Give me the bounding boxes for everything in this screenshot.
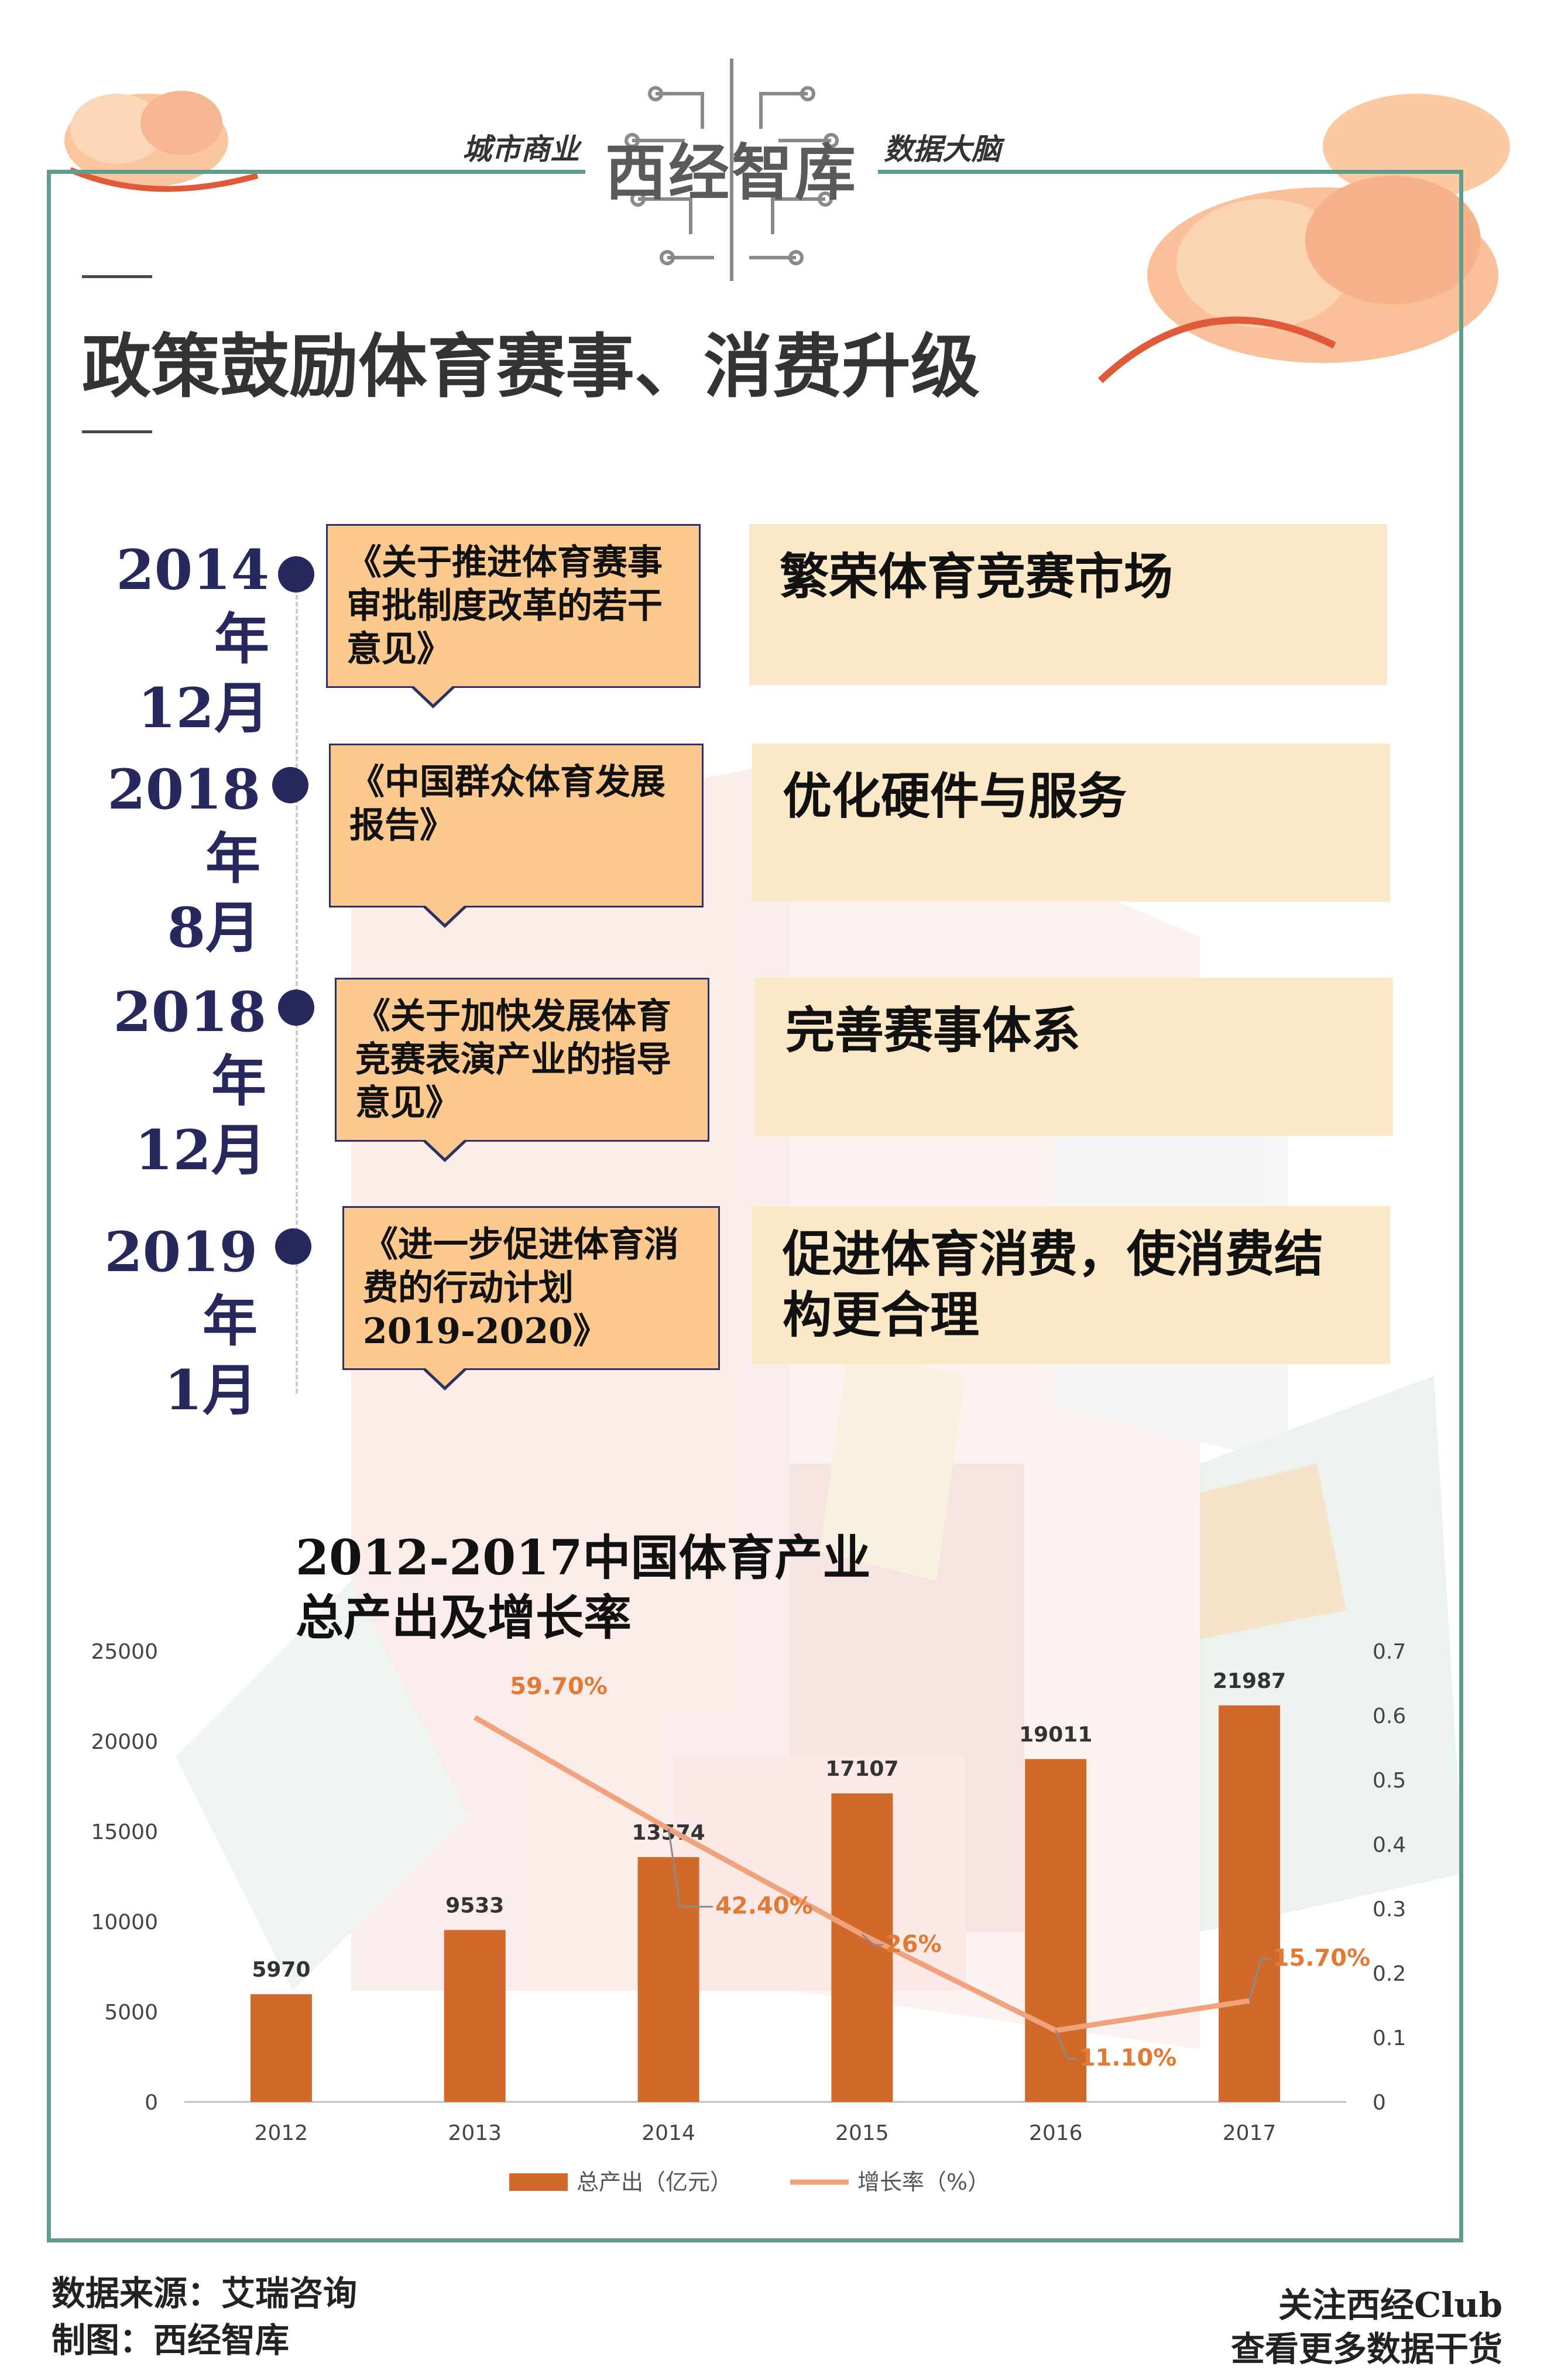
chart-canvas: 0 5000 10000 15000 20000 25000 0 0.1 0.2 0.3 0.4 0.…	[91, 1640, 1406, 2195]
x-tick-label: 2017	[1223, 2121, 1277, 2145]
growth-label-leader	[861, 1933, 883, 1946]
policy-document: 《关于推进体育赛事 审批制度改革的若干 意见》	[326, 524, 701, 688]
policy-document: 《中国群众体育发展 报告》	[329, 744, 704, 908]
y-left-tick-label: 0	[145, 2091, 158, 2115]
page-title: 政策鼓励体育赛事、消费升级	[82, 326, 980, 407]
bar	[637, 1857, 699, 2102]
y-left-tick-label: 5000	[104, 2001, 158, 2025]
growth-value-label: 15.70%	[1273, 1944, 1371, 1971]
bar	[1025, 1759, 1087, 2102]
policy-goal: 优化硬件与服务	[752, 744, 1390, 902]
y-right-tick-label: 0.2	[1373, 1962, 1406, 1986]
circuit-brain-icon	[625, 59, 839, 281]
policy-document: 《进一步促进体育消 费的行动计划 2019-2020》	[342, 1206, 720, 1370]
x-tick-label: 2016	[1029, 2121, 1083, 2145]
timeline-date: 2018年 8月	[107, 758, 260, 960]
growth-value-label: 26%	[886, 1931, 942, 1958]
policy-pointer-fill	[424, 905, 465, 924]
y-right-tick-label: 0.5	[1373, 1769, 1406, 1793]
chart-credit: 制图：西经智库	[52, 2320, 290, 2360]
brand-title: 西经智库	[605, 136, 858, 208]
bar	[831, 1793, 893, 2102]
growth-label-leader	[1055, 2030, 1077, 2060]
growth-label-leader	[667, 1828, 713, 1908]
x-tick-label: 2014	[641, 2121, 695, 2145]
policy-goal: 完善赛事体系	[755, 978, 1393, 1136]
chart-title: 2012-2017中国体育产业 总产出及增长率	[296, 1530, 871, 1646]
brand-tag-right: 数据大脑	[884, 132, 1001, 166]
y-left-tick-label: 20000	[91, 1730, 158, 1754]
growth-label-leader	[1248, 1957, 1271, 2001]
growth-value-label: 59.70%	[510, 1673, 608, 1700]
timeline-dot	[275, 1228, 311, 1265]
y-right-tick-label: 0.7	[1373, 1640, 1406, 1664]
growth-value-label: 11.10%	[1079, 2045, 1177, 2071]
y-left-tick-label: 10000	[91, 1910, 158, 1934]
bar-value-label: 19011	[1019, 1722, 1092, 1747]
y-left-tick-label: 25000	[91, 1640, 158, 1664]
policy-goal: 繁荣体育竞赛市场	[749, 524, 1387, 685]
growth-value-label: 42.40%	[715, 1893, 813, 1920]
y-right-tick-label: 0.6	[1373, 1704, 1406, 1728]
y-left-tick-label: 15000	[91, 1820, 158, 1844]
brand-tag-left: 城市商业	[462, 132, 579, 166]
x-tick-label: 2013	[448, 2121, 502, 2145]
timeline-dot	[278, 556, 314, 593]
timeline-axis	[296, 574, 298, 1393]
x-tick-label: 2015	[835, 2121, 889, 2145]
x-tick-label: 2012	[255, 2121, 308, 2145]
policy-pointer-fill	[424, 1367, 465, 1386]
bar-value-label: 5970	[252, 1958, 310, 1982]
cloud-right-decoration	[1097, 94, 1510, 383]
policy-pointer-fill	[424, 1139, 465, 1158]
y-right-tick-label: 0.3	[1373, 1898, 1406, 1922]
bar	[250, 1994, 312, 2102]
y-right-tick-label: 0.4	[1373, 1833, 1406, 1857]
bar-value-label: 17107	[825, 1757, 898, 1781]
y-right-tick-label: 0.1	[1373, 2026, 1406, 2050]
follow-line-1: 关注西经Club	[1278, 2285, 1502, 2325]
brand-emblem	[585, 47, 878, 293]
policy-goal: 促进体育消费，使消费结 构更合理	[752, 1206, 1390, 1364]
policy-pointer-fill	[413, 685, 454, 704]
bar-value-label: 21987	[1213, 1669, 1286, 1693]
y-right-tick-label: 0	[1373, 2091, 1386, 2115]
legend-label-growth: 增长率（%）	[857, 2169, 990, 2195]
timeline-date: 2018年 12月	[113, 980, 266, 1183]
legend-label-output: 总产出（亿元）	[577, 2169, 732, 2195]
title-rule-bottom	[82, 430, 152, 433]
timeline-date: 2019年 1月	[104, 1220, 258, 1423]
timeline-dot	[272, 767, 308, 803]
bar-value-label: 9533	[445, 1893, 504, 1917]
title-rule-top	[82, 275, 152, 278]
legend-swatch-output	[509, 2173, 568, 2191]
bar	[444, 1930, 506, 2102]
timeline-date: 2014年 12月	[116, 538, 269, 741]
timeline-dot	[278, 989, 314, 1026]
bar	[1219, 1705, 1281, 2102]
data-source: 数据来源：艾瑞咨询	[52, 2273, 358, 2313]
policy-document: 《关于加快发展体育 竞赛表演产业的指导 意见》	[335, 978, 709, 1142]
follow-line-2: 查看更多数据干货	[1230, 2329, 1502, 2369]
cloud-left-decoration	[64, 91, 259, 192]
